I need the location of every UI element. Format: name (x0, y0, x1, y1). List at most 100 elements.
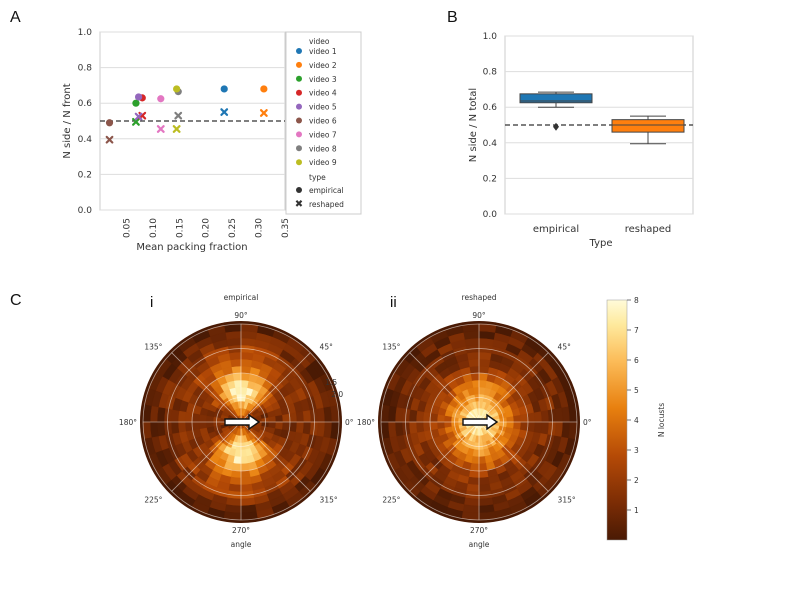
subplot-label-ii: ii (390, 294, 397, 311)
angle-label: 225° (382, 496, 400, 505)
data-point-reshaped (105, 135, 114, 144)
data-point-reshaped (156, 125, 165, 133)
y-axis-label-a: N side / N front (62, 83, 73, 158)
data-point-empirical (173, 85, 181, 93)
legend-marker-reshaped: ✖ (295, 199, 303, 210)
heat-cell (478, 469, 490, 479)
heat-cell (415, 410, 425, 423)
colorbar-label: N locusts (657, 403, 666, 437)
heat-cell (468, 469, 480, 479)
heat-cell (466, 351, 480, 361)
heat-cell (177, 421, 187, 434)
angle-label: 225° (144, 496, 162, 505)
x-tick-a: 0.20 (202, 218, 212, 238)
angle-label: 135° (144, 342, 162, 351)
legend-marker-video-6 (296, 117, 302, 124)
legend-label-reshaped: reshaped (309, 200, 344, 209)
x-tick-a: 0.10 (149, 218, 159, 238)
colorbar (606, 299, 628, 541)
y-tick-b: 0.4 (483, 139, 498, 149)
heat-cell (520, 421, 529, 431)
angle-label: 180° (119, 418, 137, 427)
heat-cell (240, 476, 253, 486)
angle-label: 45° (320, 342, 334, 351)
heat-cell (302, 421, 312, 435)
heat-cell (240, 358, 253, 368)
heat-cell (540, 421, 550, 435)
heat-cell (191, 413, 200, 423)
marker-stroke (174, 111, 183, 120)
legend-label-video-3: video 3 (309, 75, 337, 84)
y-tick-b: 0.8 (483, 68, 498, 78)
heat-cell (554, 407, 564, 423)
panel-label-b: B (447, 9, 458, 26)
marker-stroke (259, 109, 268, 117)
heat-cell (533, 421, 543, 434)
heat-cell (230, 365, 242, 375)
heat-cell (240, 365, 252, 375)
legend-marker-video-9 (296, 159, 302, 166)
angle-label: 135° (382, 342, 400, 351)
x-tick-a: 0.25 (228, 218, 238, 238)
heat-cell (443, 415, 452, 423)
heat-cell (240, 379, 249, 388)
y-tick-b: 0.0 (483, 210, 498, 220)
legend-marker-video-2 (296, 61, 302, 68)
heat-cell (198, 414, 207, 423)
heat-cell (288, 411, 298, 423)
polar-spoke (171, 352, 242, 423)
heat-cell (226, 497, 242, 507)
colorbar-tick-label: 8 (634, 296, 639, 305)
heat-cell (295, 410, 305, 423)
polar-spoke (409, 421, 480, 492)
legend-marker-video-4 (296, 89, 302, 96)
y-tick-a: 0.8 (78, 64, 93, 74)
heat-cell (478, 351, 492, 361)
colorbar-tick-label: 2 (634, 476, 639, 485)
polar-xlabel-1: angle (231, 540, 252, 549)
heat-cell (478, 483, 492, 493)
angle-label: 90° (472, 311, 486, 320)
heat-cell (422, 411, 432, 423)
heat-cell (478, 386, 486, 395)
y-tick-a: 0.4 (78, 135, 93, 145)
heat-cell (234, 449, 242, 458)
marker-stroke (220, 108, 229, 117)
legend-label-video-6: video 6 (309, 117, 337, 126)
heat-cell (466, 483, 480, 493)
data-point-reshaped (134, 112, 143, 121)
heat-cell (229, 476, 242, 486)
heat-cell (240, 372, 250, 381)
heat-cell (156, 407, 166, 423)
legend-label-video-4: video 4 (309, 89, 337, 98)
heading-arrow (224, 413, 261, 431)
heat-cell (226, 337, 242, 347)
angle-label: 270° (470, 526, 488, 535)
heat-cell (506, 421, 515, 429)
box-reshaped (611, 115, 685, 145)
heat-cell (478, 365, 490, 375)
legend-title-type: type (309, 173, 326, 182)
data-point-empirical (260, 85, 268, 93)
marker-stroke (156, 125, 165, 133)
y-tick-b: 0.2 (483, 174, 497, 184)
angle-label: 90° (234, 311, 248, 320)
heat-cell (471, 456, 480, 465)
heat-cell (288, 421, 298, 433)
legend-marker-empirical (296, 187, 302, 193)
angle-label: 270° (232, 526, 250, 535)
heat-cell (282, 421, 291, 431)
heat-cell (526, 411, 536, 423)
heat-cell (230, 469, 242, 479)
angle-label: 315° (320, 496, 338, 505)
polar-spoke (171, 421, 242, 492)
heat-cell (394, 407, 404, 423)
colorbar-tick-label: 3 (634, 446, 639, 455)
legend-marker-video-7 (296, 131, 302, 138)
data-point-empirical (220, 85, 228, 93)
legend-marker-video-5 (296, 103, 302, 110)
data-point-empirical (134, 93, 143, 101)
heat-cell (240, 351, 254, 361)
x-tick-reshaped: reshaped (625, 224, 672, 235)
box-body (611, 119, 685, 133)
